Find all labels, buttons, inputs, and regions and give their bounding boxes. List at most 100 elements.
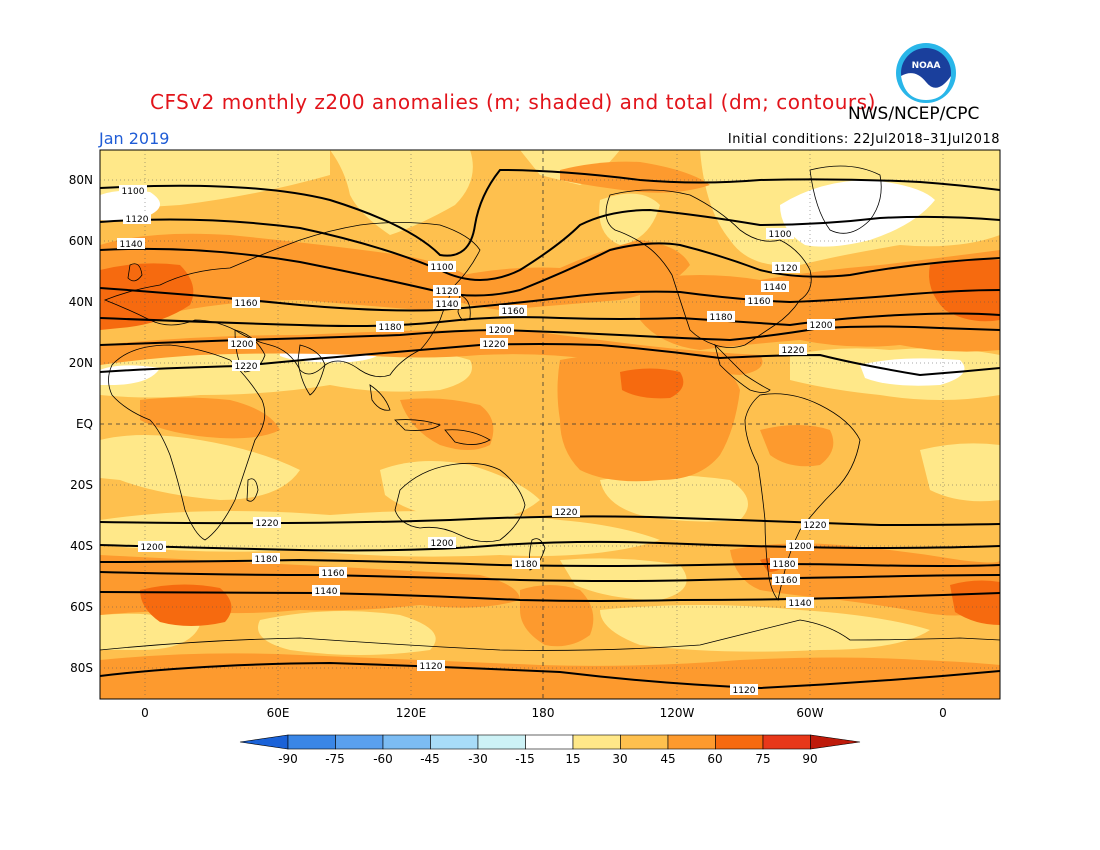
svg-text:1220: 1220 xyxy=(235,362,258,372)
colorbar-tick-label: 75 xyxy=(755,752,770,766)
svg-text:1160: 1160 xyxy=(235,299,258,309)
noaa-logo: NOAA xyxy=(895,42,957,104)
svg-text:1220: 1220 xyxy=(256,519,279,529)
lon-label: 120E xyxy=(396,706,427,720)
lon-label: 60E xyxy=(267,706,290,720)
colorbar-segment xyxy=(335,734,384,750)
svg-text:1220: 1220 xyxy=(782,346,805,356)
contour-label: 1180 xyxy=(770,558,798,570)
colorbar-tick-label: -60 xyxy=(373,752,393,766)
lon-label: 120W xyxy=(660,706,695,720)
svg-text:1140: 1140 xyxy=(120,240,143,250)
lat-label: 40N xyxy=(69,295,93,309)
svg-text:1120: 1120 xyxy=(733,686,756,696)
colorbar-segment xyxy=(715,734,764,750)
initial-conditions-label: Initial conditions: 22Jul2018–31Jul2018 xyxy=(727,132,1000,147)
agency-label: NWS/NCEP/CPC xyxy=(848,104,980,124)
contour-label: 1120 xyxy=(123,213,151,225)
contour-label: 1120 xyxy=(417,660,445,672)
contour-label: 1220 xyxy=(552,506,580,518)
svg-text:1200: 1200 xyxy=(141,543,164,553)
svg-text:1200: 1200 xyxy=(431,539,454,549)
svg-text:1160: 1160 xyxy=(748,297,771,307)
contour-label-group: 1100 1120 1140 1160 1180 1200 1220 1100 … xyxy=(117,185,835,696)
colorbar-segment xyxy=(382,734,431,750)
colorbar-tick-label: -15 xyxy=(515,752,535,766)
contour-label: 1180 xyxy=(252,553,280,565)
colorbar-tick-label: 15 xyxy=(565,752,580,766)
contour-label: 1100 xyxy=(428,261,456,273)
contour-label: 1140 xyxy=(786,597,814,609)
colorbar-segment xyxy=(667,734,716,750)
contour-label: 1180 xyxy=(512,558,540,570)
lat-label: 40S xyxy=(70,539,93,553)
svg-text:1220: 1220 xyxy=(804,521,827,531)
contour-label: 1160 xyxy=(232,297,260,309)
colorbar-arrow-low xyxy=(239,734,289,750)
contour-label: 1160 xyxy=(499,305,527,317)
svg-text:1220: 1220 xyxy=(483,340,506,350)
contour-label: 1140 xyxy=(761,281,789,293)
contour-label: 1160 xyxy=(319,567,347,579)
month-label: Jan 2019 xyxy=(99,129,170,148)
colorbar-arrow-high xyxy=(810,734,861,750)
svg-text:1200: 1200 xyxy=(489,326,512,336)
svg-text:1140: 1140 xyxy=(789,599,812,609)
contour-label: 1220 xyxy=(480,338,508,350)
svg-text:1100: 1100 xyxy=(769,230,792,240)
colorbar-segment xyxy=(620,734,669,750)
anomaly-shading xyxy=(100,150,1000,699)
svg-text:1120: 1120 xyxy=(775,264,798,274)
svg-text:1180: 1180 xyxy=(710,313,733,323)
contour-label: 1160 xyxy=(772,574,800,586)
svg-text:1200: 1200 xyxy=(810,321,833,331)
lat-label: 80N xyxy=(69,173,93,187)
contour-label: 1220 xyxy=(801,519,829,531)
contour-label: 1100 xyxy=(766,228,794,240)
colorbar-boxes xyxy=(239,734,861,750)
colorbar-segment xyxy=(430,734,479,750)
contour-label: 1140 xyxy=(312,585,340,597)
contour-label: 1140 xyxy=(433,298,461,310)
contour-label: 1200 xyxy=(486,324,514,336)
svg-text:1160: 1160 xyxy=(322,569,345,579)
svg-text:1200: 1200 xyxy=(789,542,812,552)
logo-text: NOAA xyxy=(912,61,941,71)
contour-label: 1180 xyxy=(376,321,404,333)
lat-label: 20S xyxy=(70,478,93,492)
colorbar-labels: -90 -75 -60 -45 -30 -15 15 30 45 60 75 9… xyxy=(278,752,817,766)
lat-label: 60N xyxy=(69,234,93,248)
lon-label: 0 xyxy=(141,706,149,720)
svg-text:1160: 1160 xyxy=(502,307,525,317)
svg-text:1140: 1140 xyxy=(315,587,338,597)
svg-text:1180: 1180 xyxy=(255,555,278,565)
lat-label: 20N xyxy=(69,356,93,370)
svg-text:1120: 1120 xyxy=(420,662,443,672)
svg-text:1100: 1100 xyxy=(122,187,145,197)
colorbar-tick-label: -75 xyxy=(325,752,345,766)
colorbar-segment xyxy=(287,734,336,750)
lat-label: 80S xyxy=(70,661,93,675)
colorbar-tick-label: -90 xyxy=(278,752,298,766)
contour-label: 1160 xyxy=(745,295,773,307)
map-frame xyxy=(99,149,1001,700)
contour-label: 1140 xyxy=(117,238,145,250)
chart-title: CFSv2 monthly z200 anomalies (m; shaded)… xyxy=(150,90,876,114)
svg-text:1180: 1180 xyxy=(515,560,538,570)
lat-label: 60S xyxy=(70,600,93,614)
svg-text:1220: 1220 xyxy=(555,508,578,518)
contour-label: 1200 xyxy=(428,537,456,549)
graticule xyxy=(100,150,1000,699)
lon-label: 180 xyxy=(532,706,555,720)
colorbar-tick-label: 30 xyxy=(612,752,627,766)
colorbar: -90 -75 -60 -45 -30 -15 15 30 45 60 75 9… xyxy=(239,734,861,766)
contour-label: 1200 xyxy=(228,338,256,350)
colorbar-tick-label: 60 xyxy=(707,752,722,766)
lat-label: EQ xyxy=(76,417,93,431)
latitude-axis: 80N 60N 40N 20N EQ 20S 40S 60S 80S xyxy=(69,173,93,675)
contour-label: 1200 xyxy=(807,319,835,331)
contour-label: 1220 xyxy=(779,344,807,356)
svg-text:1120: 1120 xyxy=(436,287,459,297)
contour-label: 1220 xyxy=(253,517,281,529)
colorbar-tick-label: 90 xyxy=(802,752,817,766)
